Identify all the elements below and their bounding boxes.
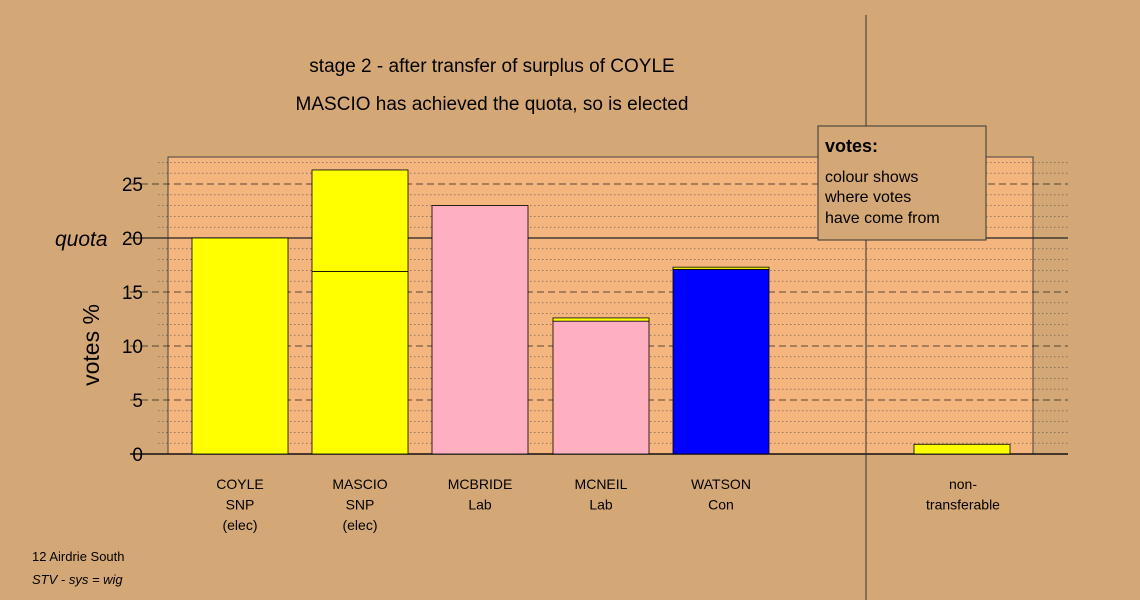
y-axis-label: votes %	[78, 304, 104, 386]
footer-system: STV - sys = wig	[32, 572, 123, 587]
bar-mascio-segment-2	[311, 169, 409, 272]
bar-mascio-segment-1	[311, 271, 409, 455]
x-category-label: MCNEIL	[575, 476, 628, 492]
chart-title: stage 2 - after transfer of surplus of C…	[309, 56, 674, 77]
x-category-labels: COYLE SNP (elec) MASCIO SNP (elec) MCBRIDE Lab M…	[216, 476, 1000, 533]
quota-label: quota	[55, 228, 108, 251]
bars-group	[191, 169, 1011, 455]
x-category-label: SNP	[226, 497, 255, 513]
bar-mcbride-segment-1	[431, 205, 529, 455]
y-tick-label: 25	[122, 175, 143, 196]
x-category-label: Lab	[589, 497, 613, 513]
footer-constituency: 12 Airdrie South	[32, 549, 125, 564]
bar-mcneil-segment-1	[552, 320, 650, 455]
chart-subtitle: MASCIO has achieved the quota, so is ele…	[296, 94, 689, 115]
legend-box: votes: colour shows where votes have com…	[817, 125, 987, 241]
bar-mcneil-segment-2	[552, 317, 650, 322]
y-ticks: 0 5 10 15 20 25	[122, 175, 143, 466]
y-tick-label: 15	[122, 283, 143, 304]
legend-line-2: where votes	[824, 189, 911, 206]
bar-watson-segment-1	[672, 268, 770, 455]
x-category-label: Con	[708, 497, 734, 513]
bar-watson-segment-2	[672, 266, 770, 270]
legend-heading: votes:	[825, 136, 878, 156]
x-category-label: (elec)	[342, 517, 377, 533]
x-category-label: MASCIO	[332, 476, 387, 492]
nontransferable-label: non-	[949, 476, 977, 492]
bar-coyle-segment-1	[191, 237, 289, 455]
x-category-label: WATSON	[691, 476, 751, 492]
x-category-label: COYLE	[216, 476, 263, 492]
nontransferable-label: transferable	[926, 497, 1000, 513]
x-category-label: Lab	[468, 497, 492, 513]
legend-line-1: colour shows	[825, 169, 918, 186]
y-tick-label: 0	[132, 445, 143, 466]
y-tick-label: 5	[132, 391, 143, 412]
x-category-label: (elec)	[222, 517, 257, 533]
legend-line-3: have come from	[825, 210, 940, 227]
y-tick-label: 20	[122, 229, 143, 250]
x-category-label: SNP	[346, 497, 375, 513]
x-category-label: MCBRIDE	[448, 476, 513, 492]
legend-frame	[817, 125, 987, 241]
y-tick-label: 10	[122, 337, 143, 358]
bar-nontransferable	[913, 443, 1011, 455]
